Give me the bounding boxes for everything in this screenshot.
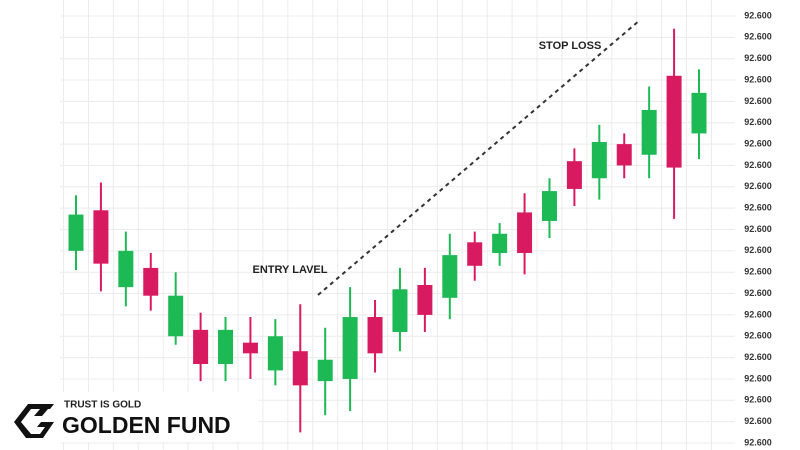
logo-icon (14, 404, 54, 438)
y-tick-label: 92.600 (744, 32, 772, 42)
y-tick-label: 92.600 (744, 203, 772, 213)
logo-icon (34, 409, 48, 416)
candle-body (566, 161, 582, 189)
y-tick-label: 92.600 (744, 288, 772, 298)
y-tick-label: 92.600 (744, 138, 772, 148)
logo-tagline: TRUST IS GOLD (64, 400, 141, 411)
candle-body (417, 285, 433, 315)
annotation: ENTRY LAVEL (253, 264, 328, 276)
candle-body (342, 317, 358, 379)
logo: TRUST IS GOLD GOLDEN FUND (8, 392, 258, 442)
candle-body (442, 255, 458, 298)
y-tick-label: 92.600 (744, 267, 772, 277)
candle-body (292, 351, 308, 386)
y-tick-label: 92.600 (744, 181, 772, 191)
candles (68, 28, 707, 433)
y-tick-label: 92.600 (744, 416, 772, 426)
candle-body (641, 109, 657, 155)
candle-body (317, 359, 333, 382)
candle-body (392, 289, 408, 332)
candle-body (143, 267, 159, 296)
candle-body (168, 295, 184, 337)
logo-name: GOLDEN FUND (62, 412, 231, 438)
y-tick-label: 92.600 (744, 309, 772, 319)
candle-body (691, 92, 707, 134)
candle-body (193, 329, 209, 365)
annotation: STOP LOSS (539, 40, 602, 52)
candle-body (267, 336, 283, 371)
candle-body (367, 317, 383, 354)
y-tick-label: 92.600 (744, 224, 772, 234)
y-tick-label: 92.600 (744, 395, 772, 405)
candle-body (541, 191, 557, 221)
candle-body (242, 342, 258, 354)
y-tick-label: 92.600 (744, 160, 772, 170)
y-tick-label: 92.600 (744, 245, 772, 255)
candle-body (616, 144, 632, 166)
y-tick-label: 92.600 (744, 373, 772, 383)
logo-backdrop (8, 392, 258, 442)
y-tick-label: 92.600 (744, 53, 772, 63)
candle-body (591, 141, 607, 179)
y-tick-label: 92.600 (744, 96, 772, 106)
y-tick-label: 92.600 (744, 74, 772, 84)
y-tick-label: 92.600 (744, 331, 772, 341)
trend-line (317, 19, 641, 296)
y-tick-label: 92.600 (744, 437, 772, 447)
candle-body (666, 75, 682, 168)
candle-body (492, 233, 508, 253)
candle-body (218, 329, 234, 365)
candle-body (68, 214, 84, 251)
candle-body (93, 210, 109, 264)
y-tick-label: 92.600 (744, 10, 772, 20)
y-tick-label: 92.600 (744, 352, 772, 362)
candle-body (517, 212, 533, 253)
y-tick-label: 92.600 (744, 117, 772, 127)
candle-body (118, 250, 134, 288)
candle-body (467, 242, 483, 266)
